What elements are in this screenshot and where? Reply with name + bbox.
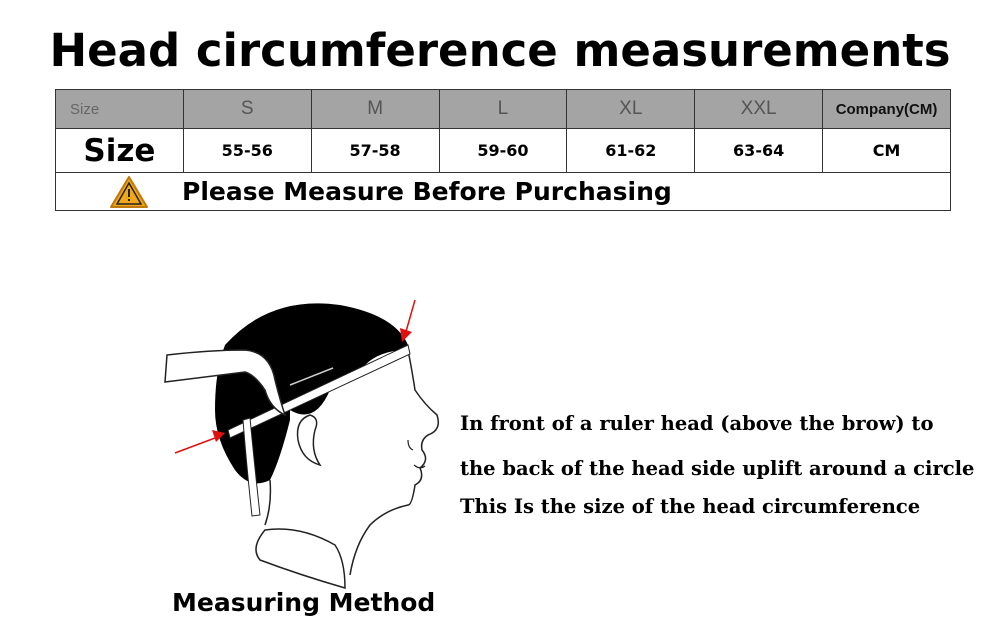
value-cell: 63-64 [694, 128, 824, 173]
neck-back [264, 479, 272, 526]
value-cell: 61-62 [566, 128, 696, 173]
red-arrow-icon [174, 299, 416, 454]
measuring-tape [227, 344, 411, 517]
header-cell: L [438, 89, 568, 129]
note-text: Please Measure Before Purchasing [182, 177, 672, 206]
header-cell: Size [55, 89, 184, 129]
value-cell: 59-60 [438, 128, 568, 173]
warning-triangle-icon [110, 175, 148, 208]
measuring-method-caption: Measuring Method [172, 588, 436, 617]
head-measurement-illustration [164, 299, 440, 589]
header-cell: XL [566, 89, 696, 129]
header-cell: XXL [694, 89, 824, 129]
value-cell: Size [55, 128, 184, 173]
header-cell: S [182, 89, 312, 129]
header-cell: Company(CM) [822, 89, 951, 129]
size-table: Size S M L XL XXL Company(CM) Size 55-56… [55, 89, 951, 211]
face-outline [349, 349, 440, 576]
ear [296, 414, 322, 467]
description-line: This Is the size of the head circumferen… [460, 495, 921, 518]
hand [164, 349, 287, 417]
size-header-row: Size S M L XL XXL Company(CM) [55, 89, 951, 129]
header-cell: M [310, 89, 440, 129]
page-title: Head circumference measurements [49, 24, 951, 77]
collar [255, 528, 346, 589]
description-line: In front of a ruler head (above the brow… [460, 412, 934, 435]
description-line: the back of the head side uplift around … [460, 457, 975, 480]
value-cell: 55-56 [182, 128, 312, 173]
note-row: Please Measure Before Purchasing [55, 172, 951, 211]
value-cell: CM [822, 128, 951, 173]
size-values-row: Size 55-56 57-58 59-60 61-62 63-64 CM [55, 128, 951, 173]
value-cell: 57-58 [310, 128, 440, 173]
